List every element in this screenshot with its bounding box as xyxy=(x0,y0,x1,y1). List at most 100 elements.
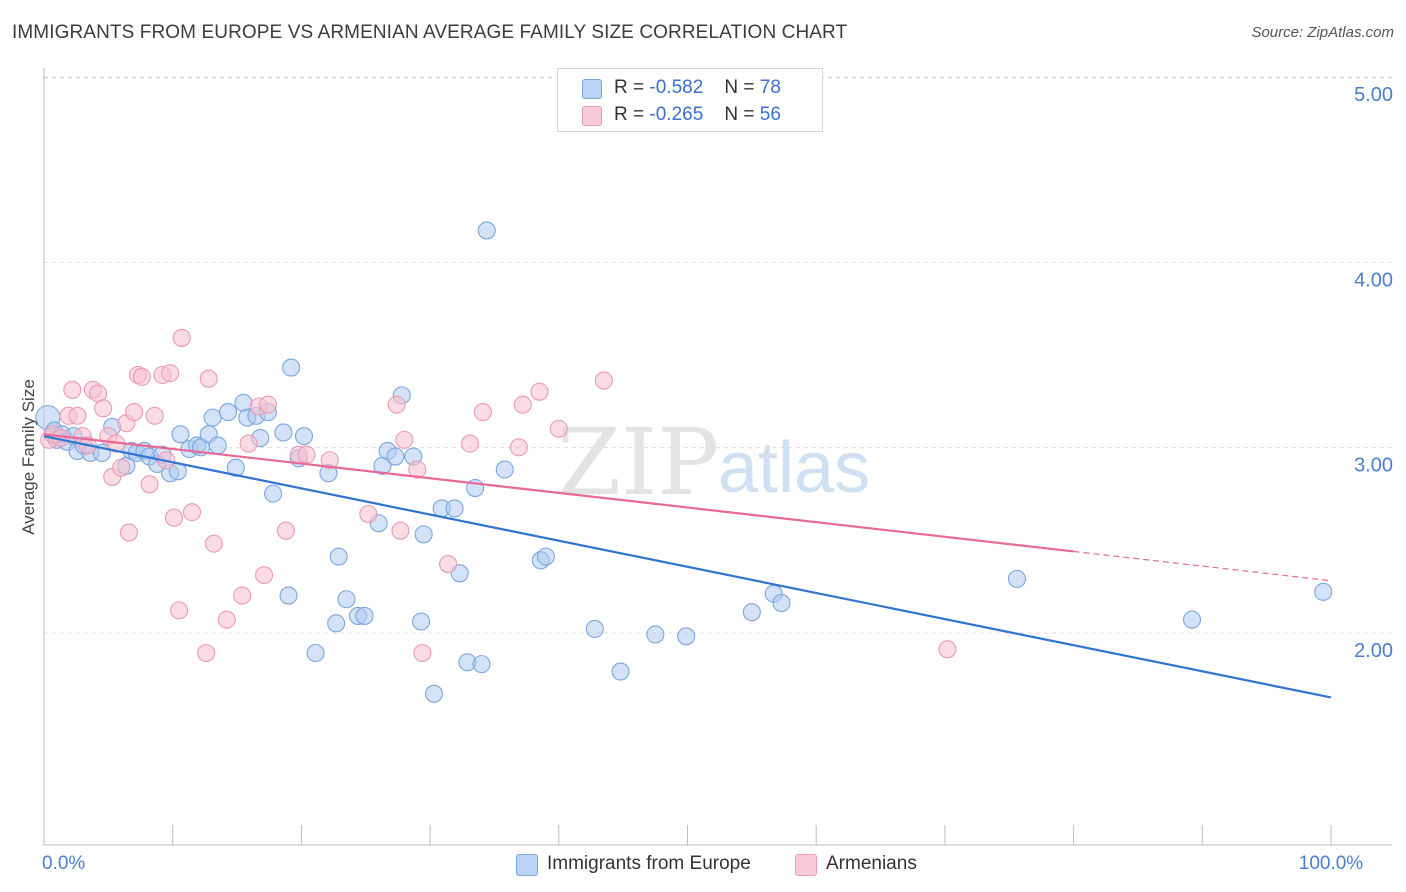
legend-r-label: R = xyxy=(614,77,645,98)
point-armenians xyxy=(199,369,218,388)
point-europe xyxy=(477,221,496,240)
trend-lines xyxy=(43,433,1332,699)
point-armenians xyxy=(549,419,568,438)
point-armenians xyxy=(387,395,406,414)
point-europe xyxy=(646,625,665,644)
point-armenians xyxy=(94,399,113,418)
point-armenians xyxy=(132,367,151,386)
point-armenians xyxy=(172,328,191,347)
point-europe xyxy=(445,499,464,518)
axes xyxy=(43,68,1392,846)
point-europe xyxy=(218,403,238,422)
point-armenians xyxy=(513,395,532,414)
point-armenians xyxy=(170,601,189,620)
data-points xyxy=(35,221,1333,703)
point-armenians xyxy=(460,434,480,453)
point-europe xyxy=(772,593,791,613)
point-armenians xyxy=(164,508,184,527)
legend: R = -0.582 N = 78 R = -0.265 N = 56 xyxy=(557,68,823,132)
point-armenians xyxy=(161,364,180,383)
point-armenians xyxy=(233,586,252,605)
bottom-legend-label-armenians: Armenians xyxy=(826,853,917,874)
point-europe xyxy=(264,484,283,503)
trend-line-armenians xyxy=(43,433,1074,553)
point-armenians xyxy=(594,371,613,390)
point-europe xyxy=(677,627,696,646)
point-europe xyxy=(1007,569,1027,588)
point-europe xyxy=(1182,610,1202,629)
point-armenians xyxy=(217,610,236,629)
point-armenians xyxy=(145,406,164,425)
y-tick-label: 5.00 xyxy=(1354,84,1393,106)
point-armenians xyxy=(255,566,274,585)
point-armenians xyxy=(119,523,138,542)
point-europe xyxy=(282,358,301,377)
point-europe xyxy=(1314,582,1333,601)
legend-r-label: R = xyxy=(614,104,645,125)
point-europe xyxy=(234,393,253,412)
x-tick-label: 0.0% xyxy=(42,853,85,874)
legend-n-label: N = xyxy=(724,77,755,98)
point-armenians xyxy=(359,504,378,524)
point-armenians xyxy=(297,445,316,464)
point-europe xyxy=(472,655,491,674)
point-europe xyxy=(203,408,222,427)
bottom-legend-swatch-armenians xyxy=(795,854,817,876)
point-armenians xyxy=(413,643,432,663)
point-europe xyxy=(327,614,346,633)
point-armenians xyxy=(395,430,414,449)
point-armenians xyxy=(439,554,458,574)
trend-line-europe xyxy=(43,435,1332,699)
point-armenians xyxy=(391,521,410,540)
point-armenians xyxy=(197,643,216,663)
legend-n-value-armenians: 56 xyxy=(759,104,781,125)
point-armenians xyxy=(204,534,223,553)
point-europe xyxy=(355,606,374,625)
y-tick-labels: 2.00 3.00 4.00 5.00 xyxy=(1354,84,1393,662)
y-tick-label: 4.00 xyxy=(1354,269,1393,291)
point-europe xyxy=(337,590,356,609)
point-armenians xyxy=(320,451,339,470)
legend-r-value-armenians: -0.265 xyxy=(649,104,704,125)
trend-line-armenians-extension xyxy=(1073,550,1332,582)
legend-swatch-europe xyxy=(582,79,602,99)
grid-lines xyxy=(44,76,1392,634)
point-europe xyxy=(585,619,604,638)
point-armenians xyxy=(140,475,159,494)
y-tick-label: 3.00 xyxy=(1354,455,1393,477)
watermark-zip: ZIP xyxy=(557,409,719,516)
point-armenians xyxy=(125,403,144,422)
source-label: Source: ZipAtlas.com xyxy=(1251,24,1394,41)
chart-title: IMMIGRANTS FROM EUROPE VS ARMENIAN AVERA… xyxy=(12,22,848,43)
point-europe xyxy=(208,436,227,455)
point-europe xyxy=(329,547,348,566)
point-europe xyxy=(171,425,190,444)
y-axis-label: Average Family Size xyxy=(19,379,38,535)
point-armenians xyxy=(68,406,87,425)
point-europe xyxy=(495,460,514,479)
point-europe xyxy=(412,612,431,631)
point-europe xyxy=(742,603,761,622)
point-armenians xyxy=(258,395,277,414)
point-armenians xyxy=(530,382,549,401)
point-armenians xyxy=(938,640,957,659)
point-europe xyxy=(386,447,405,466)
y-tick-label: 2.00 xyxy=(1354,640,1393,662)
point-armenians xyxy=(112,458,131,477)
point-armenians xyxy=(509,438,528,457)
point-armenians xyxy=(473,403,492,422)
point-armenians xyxy=(276,521,296,540)
bottom-legend-label-europe: Immigrants from Europe xyxy=(547,853,751,874)
legend-n-value-europe: 78 xyxy=(759,77,781,98)
point-europe xyxy=(414,525,433,544)
point-armenians xyxy=(239,434,258,453)
watermark: ZIP atlas xyxy=(557,409,870,516)
x-tick-labels: 0.0% 100.0% xyxy=(42,853,1363,874)
point-europe xyxy=(274,423,293,442)
point-europe xyxy=(306,643,325,663)
legend-n-label: N = xyxy=(724,104,755,125)
point-europe xyxy=(294,427,314,446)
point-europe xyxy=(536,547,555,566)
legend-r-value-europe: -0.582 xyxy=(649,77,704,98)
